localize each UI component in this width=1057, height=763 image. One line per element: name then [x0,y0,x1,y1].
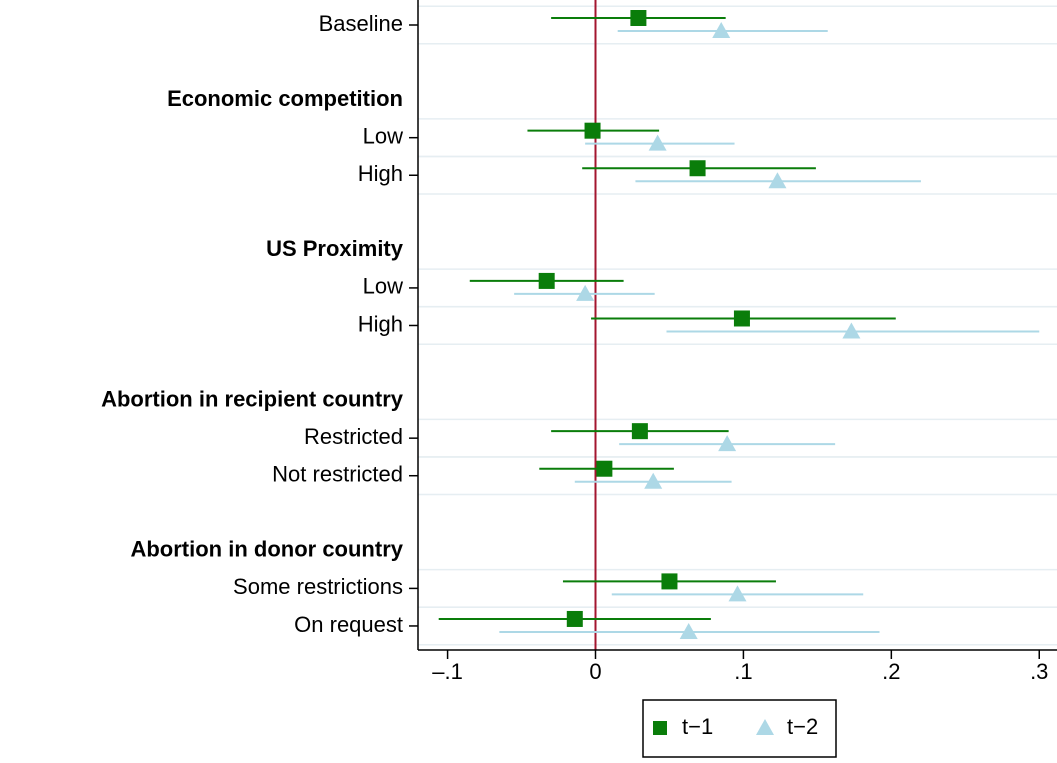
point [538,272,555,289]
point [689,160,706,177]
row-label: Not restricted [272,462,403,487]
row-label: Baseline [319,11,403,36]
x-tick-label: .2 [882,659,900,684]
point [566,610,583,627]
point [584,122,601,139]
row-label: Restricted [304,424,403,449]
row-label: On request [294,612,403,637]
point [679,622,698,639]
group-header: US Proximity [266,236,404,261]
legend-marker [756,719,774,735]
point [630,10,647,26]
row-label: Some restrictions [233,574,403,599]
legend-box [642,699,837,758]
legend-marker [653,721,667,735]
row-label: High [358,311,403,336]
point [644,472,663,489]
point [728,585,747,602]
point [733,310,750,327]
x-tick-label: –.1 [432,659,463,684]
point [596,460,613,477]
row-label: High [358,161,403,186]
legend-label: t−1 [682,714,713,739]
point [631,423,648,440]
group-header: Economic competition [167,86,403,111]
legend: t−1 t−2 [642,699,837,758]
legend-label: t−2 [787,714,818,739]
group-header: Abortion in recipient country [101,386,404,411]
row-label: Low [363,274,403,299]
point [648,134,667,151]
x-tick-label: .1 [734,659,752,684]
row-label: Low [363,123,403,148]
x-tick-label: 0 [589,659,601,684]
group-header: Abortion in donor country [130,537,403,562]
point [712,22,731,38]
point [576,284,595,301]
point [768,172,787,189]
point [718,435,737,452]
point [842,322,861,339]
x-tick-label: .3 [1030,659,1048,684]
point [661,573,678,590]
